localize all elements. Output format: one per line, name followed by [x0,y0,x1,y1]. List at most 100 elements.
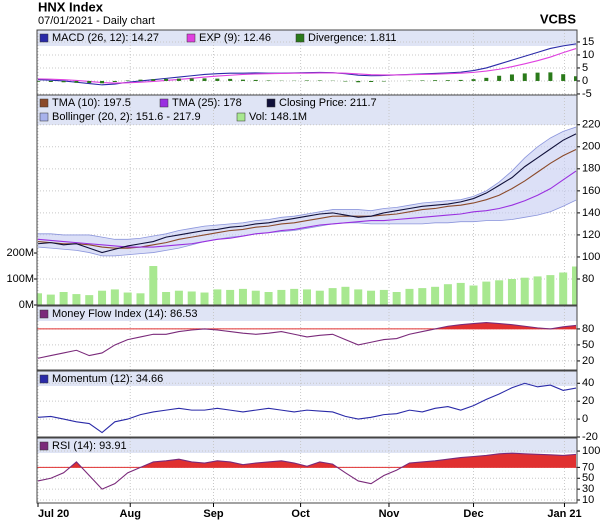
bar [253,79,258,81]
source: VCBS [540,11,576,26]
bar [367,290,376,305]
y-tick-label: 70 [582,461,594,473]
bar [138,79,143,81]
bar [151,79,156,81]
overbought-fill [38,322,576,329]
y-tick-label: 40 [582,377,594,389]
y-tick-label: 80 [582,273,594,285]
bar [59,292,68,305]
bar [317,80,322,81]
bar [174,290,183,305]
bar [149,266,158,305]
bar [433,80,438,81]
panel [37,438,577,503]
y-tick-label: 120 [582,229,600,241]
y-tick-label: 0 [582,413,588,425]
bar [456,282,465,305]
bar [162,292,171,305]
y-tick-label: 100 [582,251,600,263]
panel [37,371,577,437]
bar [37,80,40,82]
bar [303,289,311,305]
legend-label: Closing Price: 211.7 [279,97,377,109]
legend-swatch [39,98,49,108]
bar [520,277,529,305]
bar [61,80,66,83]
y-tick-label: 180 [582,163,600,175]
panel-frame [36,437,578,504]
legend-swatch [39,309,49,319]
x-tick-label: Sep [203,508,223,520]
bar [37,293,42,305]
legend-swatch [236,112,246,122]
bar [535,72,540,81]
bar [497,75,502,81]
bar [533,276,542,305]
bar [458,79,463,81]
bar [328,288,337,305]
legend-label: RSI (14): 93.91 [52,440,127,452]
bar [445,80,450,81]
bar [354,289,363,305]
bar [266,80,271,81]
panel-frame [36,305,578,371]
panel [37,306,577,370]
legend-strip [37,438,577,453]
bar [507,279,516,305]
legend-label: TMA (10): 197.5 [52,97,131,109]
legend-label: EXP (9): 12.46 [199,32,271,44]
bar [392,292,401,305]
chart-subtitle: 07/01/2021 - Daily chart [38,15,155,27]
bar [482,281,491,305]
bar [305,80,309,81]
bar [418,288,427,305]
y-tick-label: 220 [582,119,600,131]
bar [46,294,55,305]
chart-title: HNX Index [38,0,104,14]
legend-swatch [266,98,276,108]
legend-swatch [39,374,49,384]
y-tick-label: -5 [582,88,592,100]
legend-strip [37,371,577,386]
bar [574,76,577,81]
bar [72,294,81,305]
bar [176,78,181,81]
legend-swatch [39,33,49,43]
bar [561,74,566,81]
y-tick-label: 5 [582,62,588,74]
bar [356,80,361,83]
bar [343,80,348,82]
bar [315,290,324,305]
bar [215,78,220,81]
y-tick-label: 50 [582,472,594,484]
bar [112,80,117,82]
line [37,452,577,490]
bar [98,290,107,305]
x-tick-label: Dec [463,508,483,520]
x-tick-label: Aug [120,508,141,520]
bar [189,78,194,81]
y-tick-label: 0 [582,75,588,87]
bar [522,73,527,81]
bar [381,80,386,82]
bar [484,77,489,81]
bar [405,288,414,305]
line [37,48,577,84]
y-tick-label: 140 [582,207,600,219]
bar [123,292,132,305]
legend-strip [37,95,577,125]
bar [443,284,452,305]
y-tick-label: 200 [582,141,600,153]
y2-tick-label: 0M [19,299,34,311]
y-tick-label: 80 [582,323,594,335]
bar [87,80,92,84]
bar [213,289,222,305]
legend-label: Bollinger (20, 2): 151.6 - 217.9 [52,111,201,123]
x-tick-label: Jan 21 [547,508,581,520]
y2-tick-label: 200M [6,247,34,259]
line [37,170,577,248]
bar [136,293,145,305]
bar [469,285,478,305]
line [37,149,577,249]
